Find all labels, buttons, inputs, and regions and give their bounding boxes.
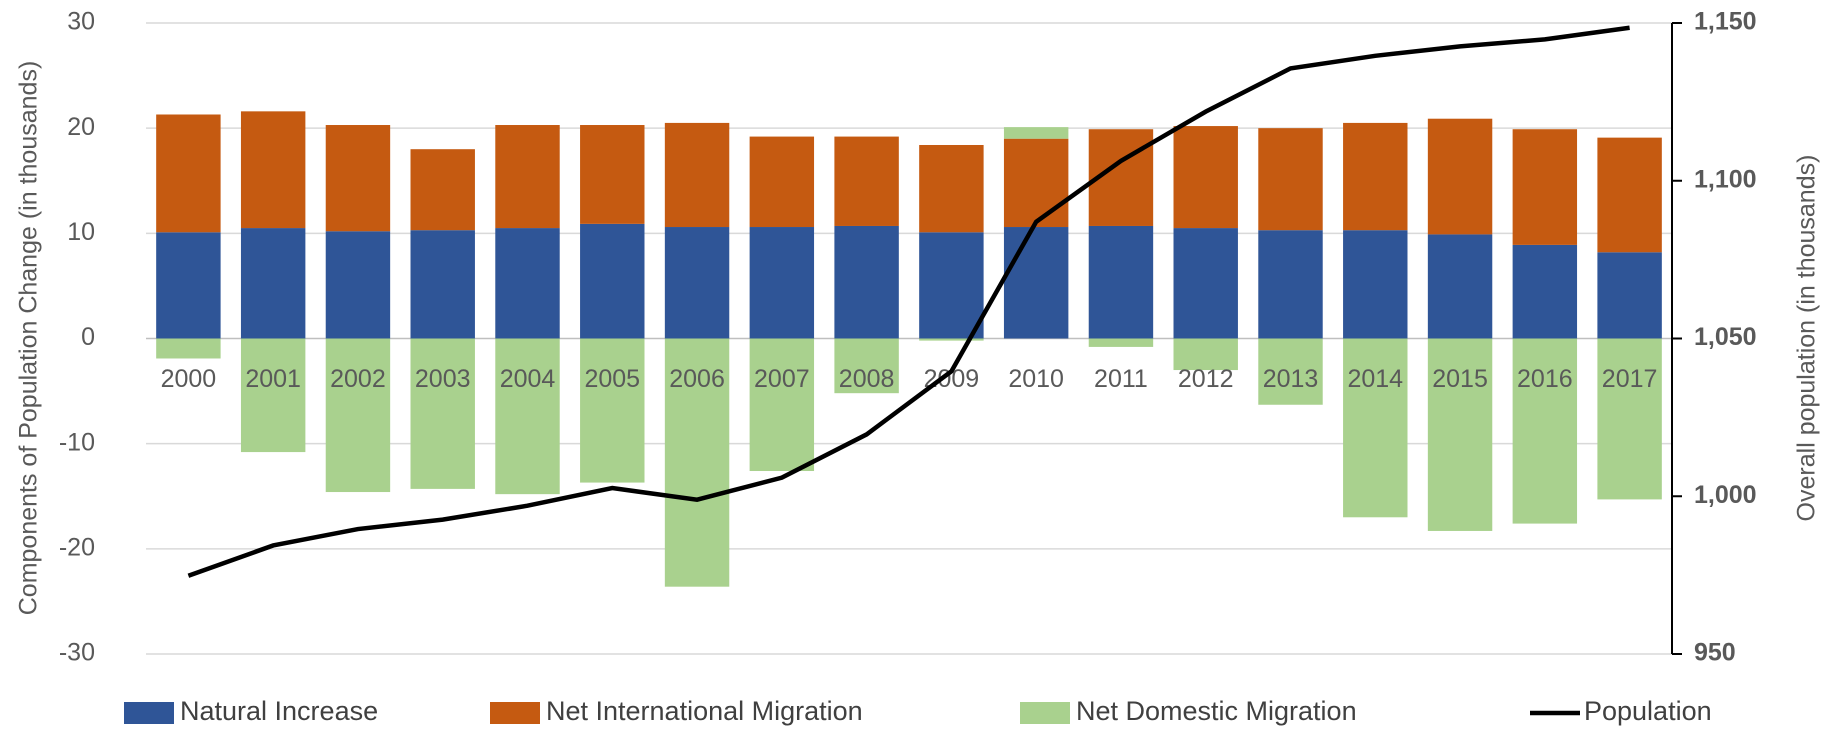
bar: [240, 228, 306, 339]
bar: [1343, 338, 1408, 518]
bar: [240, 111, 306, 229]
bar: [1003, 127, 1069, 139]
bar: [1173, 126, 1238, 229]
bar: [1597, 252, 1662, 339]
bar: [834, 225, 899, 339]
bar: [1512, 338, 1578, 524]
bar: [1258, 338, 1323, 405]
bar: [919, 232, 984, 339]
legend-label: Net Domestic Migration: [1076, 696, 1357, 726]
y2-tick-label: 1,150: [1694, 8, 1757, 36]
y-tick-label: 30: [67, 8, 95, 36]
x-tick-label: 2001: [245, 365, 301, 393]
y-axis-title: Components of Population Change (in thou…: [15, 61, 43, 616]
y-tick-label: -20: [59, 533, 95, 561]
y2-tick-label: 1,000: [1694, 481, 1757, 509]
x-tick-label: 2000: [161, 365, 217, 393]
bar: [580, 338, 645, 483]
bar: [834, 338, 899, 394]
y-tick-label: 20: [67, 113, 95, 141]
bar: [919, 338, 984, 341]
bar: [1003, 227, 1069, 339]
y2-axis-title: Overall population (in thousands): [1793, 155, 1821, 522]
bar: [580, 125, 645, 224]
y-tick-label: -30: [59, 639, 95, 667]
x-tick-label: 2007: [754, 365, 810, 393]
x-tick-label: 2003: [415, 365, 471, 393]
bar: [1258, 230, 1323, 339]
bar: [410, 338, 475, 489]
bar: [156, 114, 221, 233]
bar: [749, 338, 815, 472]
x-tick-label: 2016: [1517, 365, 1573, 393]
bar: [1003, 138, 1069, 228]
bar: [495, 228, 560, 339]
bar: [1512, 244, 1578, 339]
legend-label: Population: [1584, 696, 1712, 726]
bar: [410, 149, 475, 231]
x-tick-label: 2008: [839, 365, 895, 393]
bar: [325, 338, 391, 493]
x-tick-label: 2002: [330, 365, 386, 393]
bar: [1427, 338, 1493, 531]
bar: [664, 227, 730, 339]
bar: [1343, 230, 1408, 339]
legend-swatch: [124, 702, 174, 724]
bar: [749, 136, 815, 228]
x-tick-label: 2005: [584, 365, 640, 393]
bar: [1512, 129, 1578, 245]
bar: [1343, 122, 1408, 231]
bar: [664, 338, 730, 587]
y2-tick-label: 1,050: [1694, 323, 1757, 351]
bar: [1088, 338, 1154, 347]
bar: [1597, 338, 1662, 500]
bar: [325, 125, 391, 232]
bar: [1427, 234, 1493, 339]
bar: [749, 227, 815, 339]
legend-label: Natural Increase: [180, 696, 378, 726]
bar: [834, 136, 899, 226]
bar: [1173, 228, 1238, 339]
x-tick-label: 2014: [1347, 365, 1403, 393]
x-tick-label: 2010: [1008, 365, 1064, 393]
bar: [919, 144, 984, 233]
bar: [580, 223, 645, 339]
x-tick-label: 2015: [1432, 365, 1488, 393]
bar: [156, 232, 221, 339]
bar: [1427, 118, 1493, 235]
bar: [156, 338, 221, 359]
line: [187, 25, 1630, 578]
y-tick-label: -10: [59, 428, 95, 456]
bar: [495, 125, 560, 229]
bar: [1258, 128, 1323, 231]
y-tick-label: 10: [67, 218, 95, 246]
bar: [495, 338, 560, 495]
legend-label: Net International Migration: [546, 696, 863, 726]
bar: [410, 230, 475, 339]
x-tick-label: 2012: [1178, 365, 1234, 393]
bar: [325, 231, 391, 339]
y-tick-label: 0: [81, 323, 95, 351]
legend-swatch: [1020, 702, 1070, 724]
bar: [1173, 338, 1238, 371]
x-tick-label: 2011: [1094, 365, 1148, 393]
x-tick-label: 2013: [1263, 365, 1319, 393]
x-tick-label: 2017: [1602, 365, 1658, 393]
x-tick-label: 2004: [500, 365, 556, 393]
x-tick-label: 2006: [669, 365, 725, 393]
bar: [240, 338, 306, 453]
legend-swatch: [490, 702, 540, 724]
y2-tick-label: 1,100: [1694, 165, 1757, 193]
bar: [1088, 225, 1154, 339]
bar: [664, 122, 730, 228]
y2-tick-label: 950: [1694, 639, 1736, 667]
bar: [1597, 137, 1662, 253]
